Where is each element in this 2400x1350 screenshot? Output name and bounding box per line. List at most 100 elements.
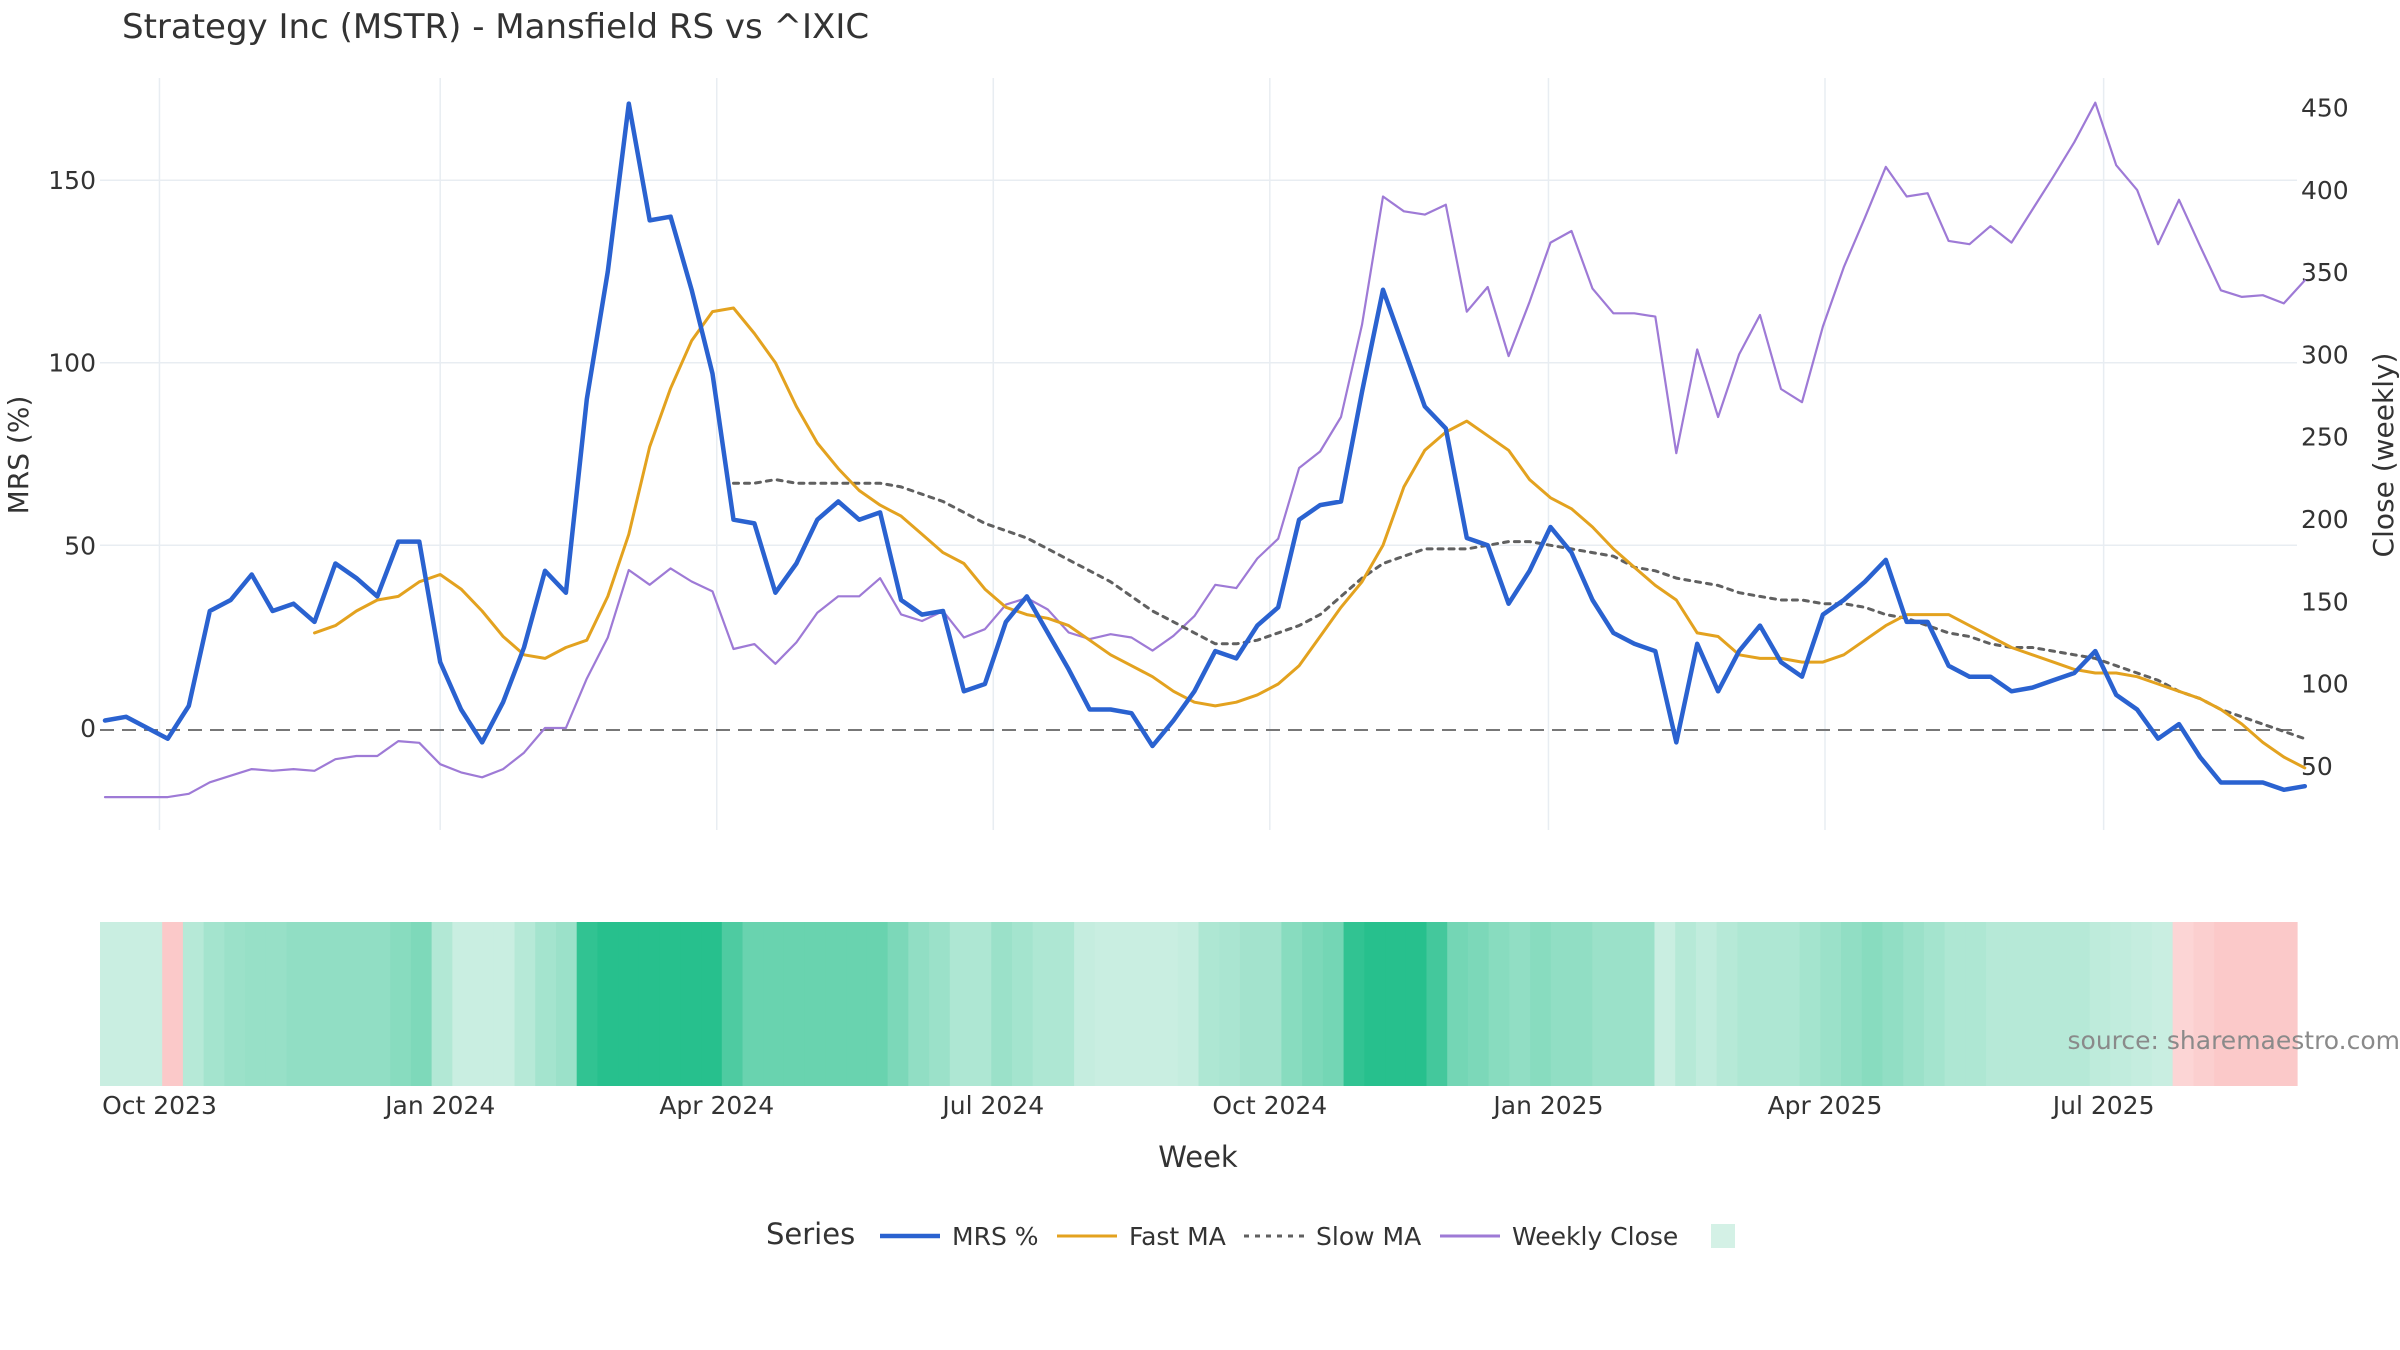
legend-title: Series [766,1217,855,1251]
heatmap-cell [2027,922,2049,1086]
heatmap-cell [2193,922,2215,1086]
heatmap-cell [2234,922,2257,1086]
series-line-fast-ma [313,306,2307,770]
heatmap-cell [1571,922,1593,1086]
heatmap-cell [1882,922,1904,1086]
heatmap-cell [2131,922,2153,1086]
legend-label: MRS % [952,1222,1039,1251]
legend-label: Slow MA [1316,1222,1421,1251]
heatmap-cell [1716,922,1738,1086]
heatmap-cell [1385,922,1407,1086]
heatmap-cell [2214,922,2236,1086]
y2-tick-label: 150 [2301,587,2349,616]
heatmap-cell [286,922,308,1086]
heatmap-cell [1923,922,1946,1086]
heatmap-cell [1695,922,1718,1086]
series-line-weekly-close [103,101,2306,799]
heatmap-cell [141,922,163,1086]
heatmap-cell [1799,922,1821,1086]
series-line-mrs [102,101,2308,793]
heatmap-cell [1281,922,1303,1086]
y2-tick-label: 450 [2301,94,2349,123]
heatmap-cell [100,922,122,1086]
series-line-slow-ma [732,478,2307,741]
heatmap-cell [493,922,516,1086]
y-tick-label: 100 [48,349,96,378]
heatmap-cell [1032,922,1055,1086]
heatmap-cell [825,922,847,1086]
heatmap-cell [473,922,495,1086]
x-tick-label: Jul 2025 [2051,1091,2155,1120]
heatmap-cell [390,922,412,1086]
heatmap-cell [1737,922,1759,1086]
y-axis-title: MRS (%) [2,396,35,515]
heatmap-cell [742,922,764,1086]
heatmap-cell [991,922,1013,1086]
x-tick-labels: Oct 2023 Jan 2024 Apr 2024 Jul 2024 Oct 2024… [102,1091,2154,1120]
x-tick-label: Jul 2024 [940,1091,1044,1120]
source-label: source: sharemaestro.com [2068,1026,2400,1055]
heatmap-cell [949,922,972,1086]
x-tick-label: Apr 2024 [659,1091,774,1120]
legend-label: Weekly Close [1512,1222,1678,1251]
heatmap-cell [1364,922,1386,1086]
main-axes: 0 50 100 150 50 100 150 200 250 300 350 400 450 [48,94,2348,781]
heatmap-cell [120,922,143,1086]
heatmap-cell [701,922,723,1086]
heatmap-cell [2172,922,2194,1086]
heatmap-cell [597,922,619,1086]
y2-tick-label: 300 [2301,340,2349,369]
heatmap-cell [638,922,661,1086]
y-tick-label: 50 [64,531,96,560]
heatmap-cell [1488,922,1510,1086]
heatmap-cell [866,922,889,1086]
heatmap-cell [1944,922,1966,1086]
heatmap-cell [2089,922,2112,1086]
heatmap-cell [1322,922,1345,1086]
heatmap-cell [265,922,288,1086]
heatmap-cell [1903,922,1925,1086]
heatmap-cell [1239,922,1262,1086]
heatmap-cell [1447,922,1469,1086]
heatmap-cell [1136,922,1158,1086]
heatmap-cell [535,922,557,1086]
heatmap-cell [555,922,578,1086]
heatmap-cell [1053,922,1075,1086]
legend: Series MRS % Fast MA Slow MA Weekly Close [766,1217,1735,1251]
heatmap-cell [2110,922,2132,1086]
legend-heat-swatch [1711,1224,1735,1248]
heatmap-cell [1074,922,1096,1086]
heatmap-cell [1157,922,1179,1086]
series-layer [102,101,2308,799]
heatmap-strip [100,922,2298,1086]
heatmap-cell [307,922,329,1086]
heatmap-cell [224,922,246,1086]
heatmap-cell [1198,922,1220,1086]
y2-axis-title: Close (weekly) [2367,353,2400,558]
heatmap-cell [1177,922,1200,1086]
heatmap-cell [348,922,371,1086]
heatmap-cell [618,922,640,1086]
heatmap-cell [2276,922,2298,1086]
heatmap-cell [1861,922,1884,1086]
heatmap-cell [1260,922,1283,1086]
heatmap-cell [2048,922,2070,1086]
x-tick-label: Oct 2024 [1212,1091,1327,1120]
heatmap-cell [1509,922,1531,1086]
heatmap-cell [908,922,930,1086]
x-axis-title: Week [1158,1140,1238,1174]
heatmap-cell [659,922,681,1086]
heatmap-cell [327,922,350,1086]
y2-tick-label: 350 [2301,258,2349,287]
heatmap-cell [1094,922,1117,1086]
y2-tick-label: 50 [2301,752,2333,781]
heatmap-cell [1302,922,1324,1086]
y2-tick-label: 200 [2301,505,2349,534]
x-tick-label: Jan 2024 [383,1091,495,1120]
heatmap-cell [1426,922,1448,1086]
heatmap-cell [929,922,951,1086]
heatmap-cell [1654,922,1676,1086]
heatmap-cell [783,922,806,1086]
heatmap-cell [1613,922,1635,1086]
main-gridlines [100,78,2297,830]
